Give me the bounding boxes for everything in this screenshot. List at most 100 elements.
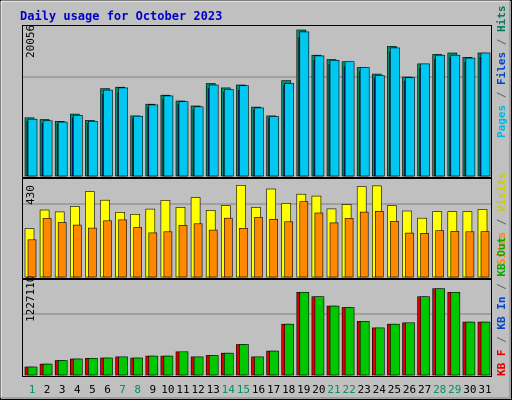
- day-label-10: 10: [161, 383, 174, 396]
- kb-out-bar-day-28: [435, 288, 446, 376]
- day-label-29: 29: [448, 383, 461, 396]
- day-label-12: 12: [191, 383, 204, 396]
- sites-bar-day-1: [27, 239, 37, 278]
- sites-bar-day-17: [269, 219, 278, 278]
- kb-out-bar-day-10: [163, 355, 174, 376]
- kb-out-bar-day-17: [269, 350, 279, 376]
- sites-bar-day-21: [329, 222, 339, 278]
- pages-bar-day-27: [420, 63, 430, 177]
- pages-bar-day-25: [390, 47, 400, 177]
- day-label-7: 7: [119, 383, 126, 396]
- day-label-6: 6: [104, 383, 111, 396]
- legend-bot-part-0: KB F: [495, 350, 508, 377]
- kb-out-bar-day-30: [465, 321, 476, 376]
- legend-top-part-4: Hits: [495, 6, 508, 33]
- panel-top-bars: [24, 29, 491, 177]
- panel-kb-traffic: 1227110 KB F / KB In / KB Out: [22, 237, 508, 377]
- pages-bar-day-18: [284, 83, 295, 177]
- panel-bot-max-label: 1227110: [24, 276, 37, 322]
- legend-top-part-3: /: [495, 32, 508, 52]
- kb-out-bar-day-5: [88, 357, 98, 376]
- legend-top-part-0: Pages: [495, 105, 508, 138]
- kb-out-bar-day-19: [299, 291, 310, 376]
- pages-bar-day-6: [103, 89, 113, 177]
- sites-bar-day-19: [299, 201, 309, 278]
- pages-bar-day-22: [344, 61, 355, 177]
- pages-bar-day-14: [224, 89, 234, 177]
- pages-bar-day-9: [148, 104, 159, 177]
- pages-bar-day-20: [314, 55, 325, 177]
- pages-bar-day-8: [133, 115, 143, 177]
- day-label-25: 25: [388, 383, 401, 396]
- kb-out-bar-day-18: [284, 323, 295, 376]
- sites-bar-day-11: [178, 225, 188, 278]
- sites-bar-day-29: [450, 231, 460, 278]
- day-label-28: 28: [433, 383, 446, 396]
- sites-bar-day-31: [480, 231, 490, 278]
- legend-bot-part-2: KB In: [495, 297, 508, 330]
- kb-out-bar-day-3: [57, 360, 68, 376]
- pages-bar-day-21: [329, 59, 340, 177]
- panel-mid-bars: [24, 185, 490, 278]
- sites-bar-day-14: [224, 217, 233, 278]
- day-label-27: 27: [418, 383, 431, 396]
- day-label-24: 24: [373, 383, 387, 396]
- sites-bar-day-8: [133, 227, 142, 278]
- kb-out-bar-day-15: [239, 344, 249, 376]
- day-label-15: 15: [237, 383, 250, 396]
- sites-bar-day-7: [118, 219, 127, 278]
- sites-bar-day-3: [57, 222, 67, 278]
- sites-bar-day-15: [239, 228, 248, 278]
- pages-bar-day-30: [465, 57, 476, 177]
- day-label-31: 31: [478, 383, 491, 396]
- pages-bar-day-1: [27, 118, 38, 177]
- pages-bar-day-13: [208, 84, 219, 177]
- day-label-20: 20: [312, 383, 325, 396]
- panel-mid-max-label: 430: [24, 185, 37, 205]
- day-label-1: 1: [29, 383, 36, 396]
- pages-bar-day-17: [269, 116, 279, 177]
- kb-out-bar-day-11: [178, 351, 189, 376]
- kb-out-bar-day-21: [329, 305, 340, 376]
- sites-bar-day-6: [103, 220, 112, 278]
- panel-bot-bars: [24, 288, 491, 376]
- day-label-21: 21: [327, 383, 340, 396]
- sites-bar-day-23: [359, 211, 369, 278]
- pages-bar-day-23: [359, 67, 370, 177]
- kb-out-bar-day-1: [27, 366, 38, 376]
- day-label-4: 4: [74, 383, 81, 396]
- kb-out-bar-day-24: [374, 327, 385, 376]
- day-label-13: 13: [207, 383, 220, 396]
- pages-bar-day-10: [163, 95, 174, 177]
- day-label-16: 16: [252, 383, 265, 396]
- day-label-8: 8: [134, 383, 141, 396]
- kb-out-bar-day-22: [344, 307, 355, 376]
- sites-bar-day-2: [42, 218, 52, 278]
- panel-bot-legend: KB F / KB In / KB Out: [495, 237, 508, 376]
- kb-out-bar-day-12: [193, 356, 204, 376]
- panel-pages-files-hits: 20056 Pages / Files / Hits: [22, 6, 508, 178]
- pages-bar-day-28: [435, 54, 446, 177]
- kb-out-bar-day-29: [450, 291, 461, 376]
- legend-top-part-2: Files: [495, 52, 508, 85]
- sites-bar-day-22: [344, 218, 354, 278]
- pages-bar-day-7: [118, 87, 128, 177]
- day-label-22: 22: [342, 383, 355, 396]
- kb-out-bar-day-6: [103, 357, 113, 376]
- sites-bar-day-4: [73, 224, 82, 278]
- sites-bar-day-13: [208, 229, 218, 278]
- day-label-26: 26: [403, 383, 416, 396]
- sites-bar-day-27: [420, 233, 429, 278]
- pages-bar-day-5: [88, 121, 98, 177]
- legend-bot-part-3: /: [495, 277, 508, 297]
- day-labels: 1 2 3 4 5 6 7 8 9 10 11 12 13 14 15 16 17 18 19 20 21 22 23 24 2…: [29, 383, 492, 396]
- day-label-17: 17: [267, 383, 280, 396]
- sites-bar-day-24: [374, 211, 384, 278]
- day-label-23: 23: [358, 383, 371, 396]
- sites-bar-day-30: [465, 231, 475, 278]
- sites-bar-day-9: [148, 232, 158, 278]
- kb-out-bar-day-7: [118, 356, 128, 376]
- day-label-18: 18: [282, 383, 295, 396]
